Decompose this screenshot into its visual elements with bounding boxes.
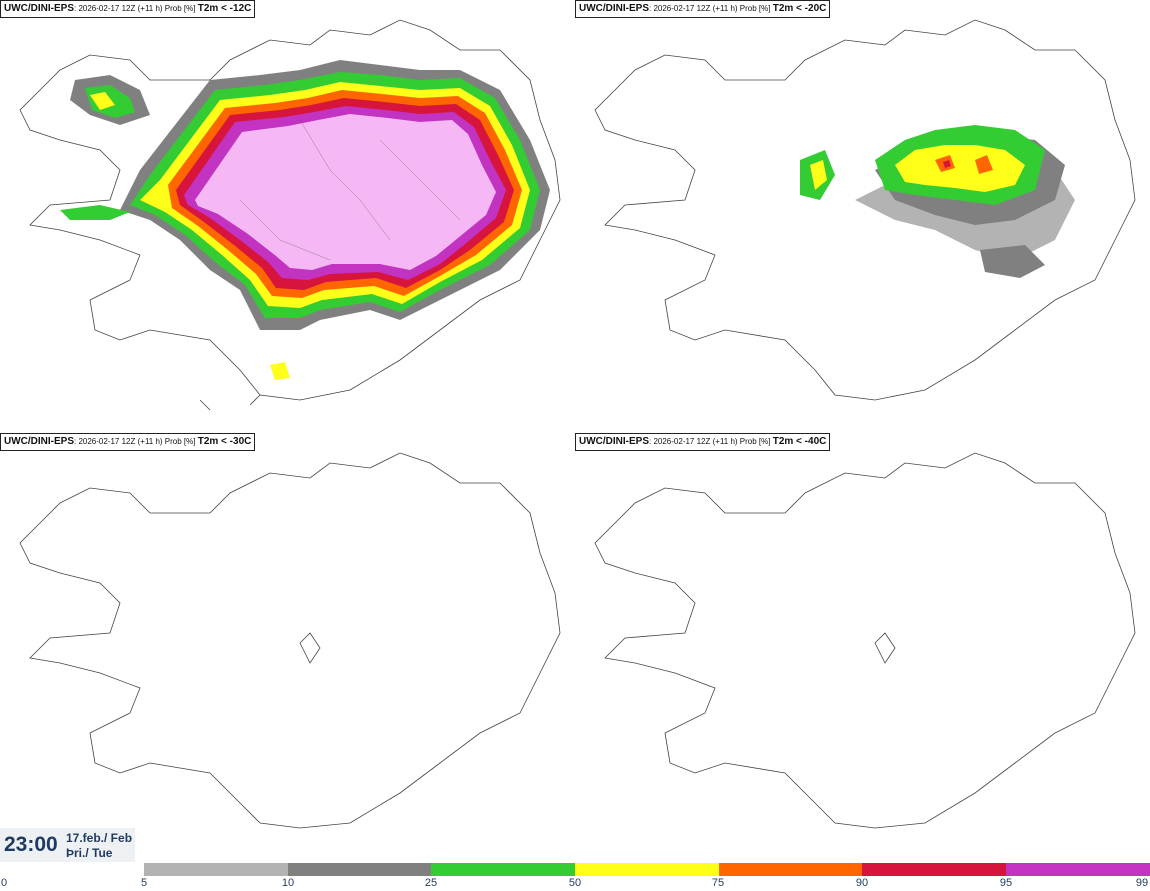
- panel-label: UWC/DINI-EPS: 2026-02-17 12Z (+11 h) Pro…: [0, 433, 256, 451]
- panel-label: UWC/DINI-EPS: 2026-02-17 12Z (+11 h) Pro…: [575, 433, 831, 451]
- probability-map: [594, 452, 1136, 829]
- legend-tick-label: 95: [999, 877, 1013, 889]
- legend-tick-label: 75: [711, 877, 725, 889]
- legend-tick-label: 10: [281, 877, 295, 889]
- valid-time-clock: 23:00: [4, 833, 58, 856]
- valid-date-weekday: Þri./ Tue: [66, 846, 113, 860]
- probability-shading: [60, 60, 550, 380]
- iceland-outline: [19, 19, 561, 411]
- probability-map: [19, 452, 561, 829]
- probability-map: [19, 19, 561, 411]
- model-name: UWC/DINI-EPS: [579, 3, 649, 14]
- legend-swatch: [575, 863, 719, 876]
- model-name: UWC/DINI-EPS: [4, 436, 74, 447]
- legend-swatch: [718, 863, 863, 876]
- color-legend-bar: [144, 863, 1150, 876]
- legend-swatch: [862, 863, 1007, 876]
- valid-date: 17.feb./ Feb Þri./ Tue: [66, 831, 132, 861]
- run-info: 2026-02-17 12Z (+11 h) Prob [%]: [653, 437, 771, 446]
- legend-tick-label: 90: [855, 877, 869, 889]
- valid-date-day: 17.feb./ Feb: [66, 831, 133, 845]
- iceland-outline: [594, 19, 1136, 401]
- legend-tick-label: 0: [0, 877, 8, 889]
- legend-tick-label: 5: [140, 877, 148, 889]
- map-panel-t2m-minus-12: UWC/DINI-EPS: 2026-02-17 12Z (+11 h) Pro…: [0, 0, 575, 430]
- variable-name: T2m < -30C: [197, 436, 252, 447]
- legend-swatch: [431, 863, 576, 876]
- map-panel-t2m-minus-40: UWC/DINI-EPS: 2026-02-17 12Z (+11 h) Pro…: [575, 433, 1150, 863]
- panel-label: UWC/DINI-EPS: 2026-02-17 12Z (+11 h) Pro…: [0, 0, 256, 18]
- run-info: 2026-02-17 12Z (+11 h) Prob [%]: [78, 437, 196, 446]
- map-panel-t2m-minus-20: UWC/DINI-EPS: 2026-02-17 12Z (+11 h) Pro…: [575, 0, 1150, 430]
- iceland-outline: [594, 452, 1136, 829]
- map-panel-t2m-minus-30: UWC/DINI-EPS: 2026-02-17 12Z (+11 h) Pro…: [0, 433, 575, 863]
- valid-time-box: 23:00 17.feb./ Feb Þri./ Tue: [0, 828, 135, 862]
- run-info: 2026-02-17 12Z (+11 h) Prob [%]: [78, 4, 196, 13]
- internal-boundaries: [239, 119, 461, 261]
- panel-label: UWC/DINI-EPS: 2026-02-17 12Z (+11 h) Pro…: [575, 0, 831, 18]
- model-name: UWC/DINI-EPS: [4, 3, 74, 14]
- legend-tick-label: 50: [568, 877, 582, 889]
- variable-name: T2m < -20C: [772, 3, 827, 14]
- legend-swatch: [144, 863, 288, 876]
- legend-tick-label: 99: [1135, 877, 1149, 889]
- probability-shading: [800, 125, 1075, 278]
- run-info: 2026-02-17 12Z (+11 h) Prob [%]: [653, 4, 771, 13]
- legend-swatch: [287, 863, 432, 876]
- variable-name: T2m < -40C: [772, 436, 827, 447]
- legend-swatch: [1006, 863, 1150, 876]
- iceland-outline: [19, 452, 561, 829]
- model-name: UWC/DINI-EPS: [579, 436, 649, 447]
- variable-name: T2m < -12C: [197, 3, 252, 14]
- probability-map: [594, 19, 1136, 401]
- legend-tick-label: 25: [424, 877, 438, 889]
